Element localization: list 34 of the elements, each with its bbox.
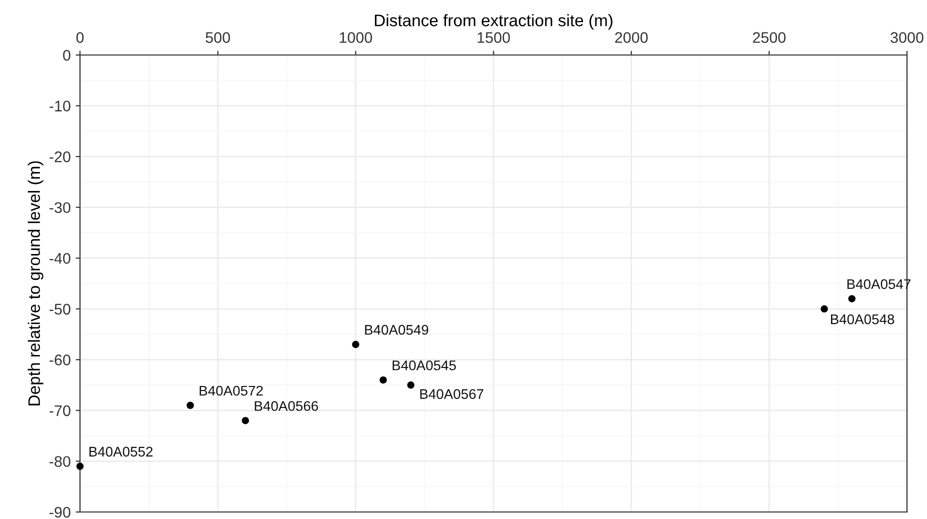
y-tick-label: -20 — [50, 151, 70, 162]
y-tick-label: -70 — [50, 405, 70, 416]
x-tick-label: 0 — [76, 32, 84, 43]
x-tick-label: 1000 — [340, 32, 372, 43]
y-tick-label: -90 — [50, 506, 70, 518]
point — [76, 462, 84, 470]
annotation: B40A0545 — [392, 360, 456, 370]
annotation: B40A0552 — [89, 446, 153, 457]
point — [848, 295, 856, 302]
x-tick-label: 2000 — [615, 32, 648, 43]
annotation: B40A0567 — [420, 389, 484, 399]
point — [352, 340, 360, 348]
y-tick-label: -60 — [50, 354, 70, 366]
y-tick-label: -50 — [50, 304, 70, 315]
x-tick-label: 2500 — [752, 32, 786, 43]
x-axis-title: Distance from extraction site (m) — [374, 14, 612, 30]
y-tick-label: -10 — [50, 100, 70, 112]
y-axis-title: Depth relative to ground level (m) — [28, 161, 44, 406]
y-tick-label: 0 — [63, 50, 70, 61]
x-tick-label: 500 — [206, 32, 230, 43]
point — [407, 381, 414, 389]
point — [380, 376, 387, 384]
annotation: B40A0566 — [254, 401, 318, 411]
point — [242, 416, 250, 424]
annotation: B40A0548 — [830, 314, 894, 324]
point — [186, 402, 194, 410]
y-tick-label: -40 — [50, 252, 70, 264]
annotation: B40A0572 — [200, 386, 263, 396]
x-tick-label: 3000 — [890, 32, 924, 43]
x-tick-label: 1500 — [478, 32, 510, 43]
y-tick-label: -80 — [50, 456, 70, 467]
y-tick-label: -30 — [50, 202, 70, 214]
point — [820, 305, 828, 313]
annotation: B40A0549 — [365, 324, 428, 335]
